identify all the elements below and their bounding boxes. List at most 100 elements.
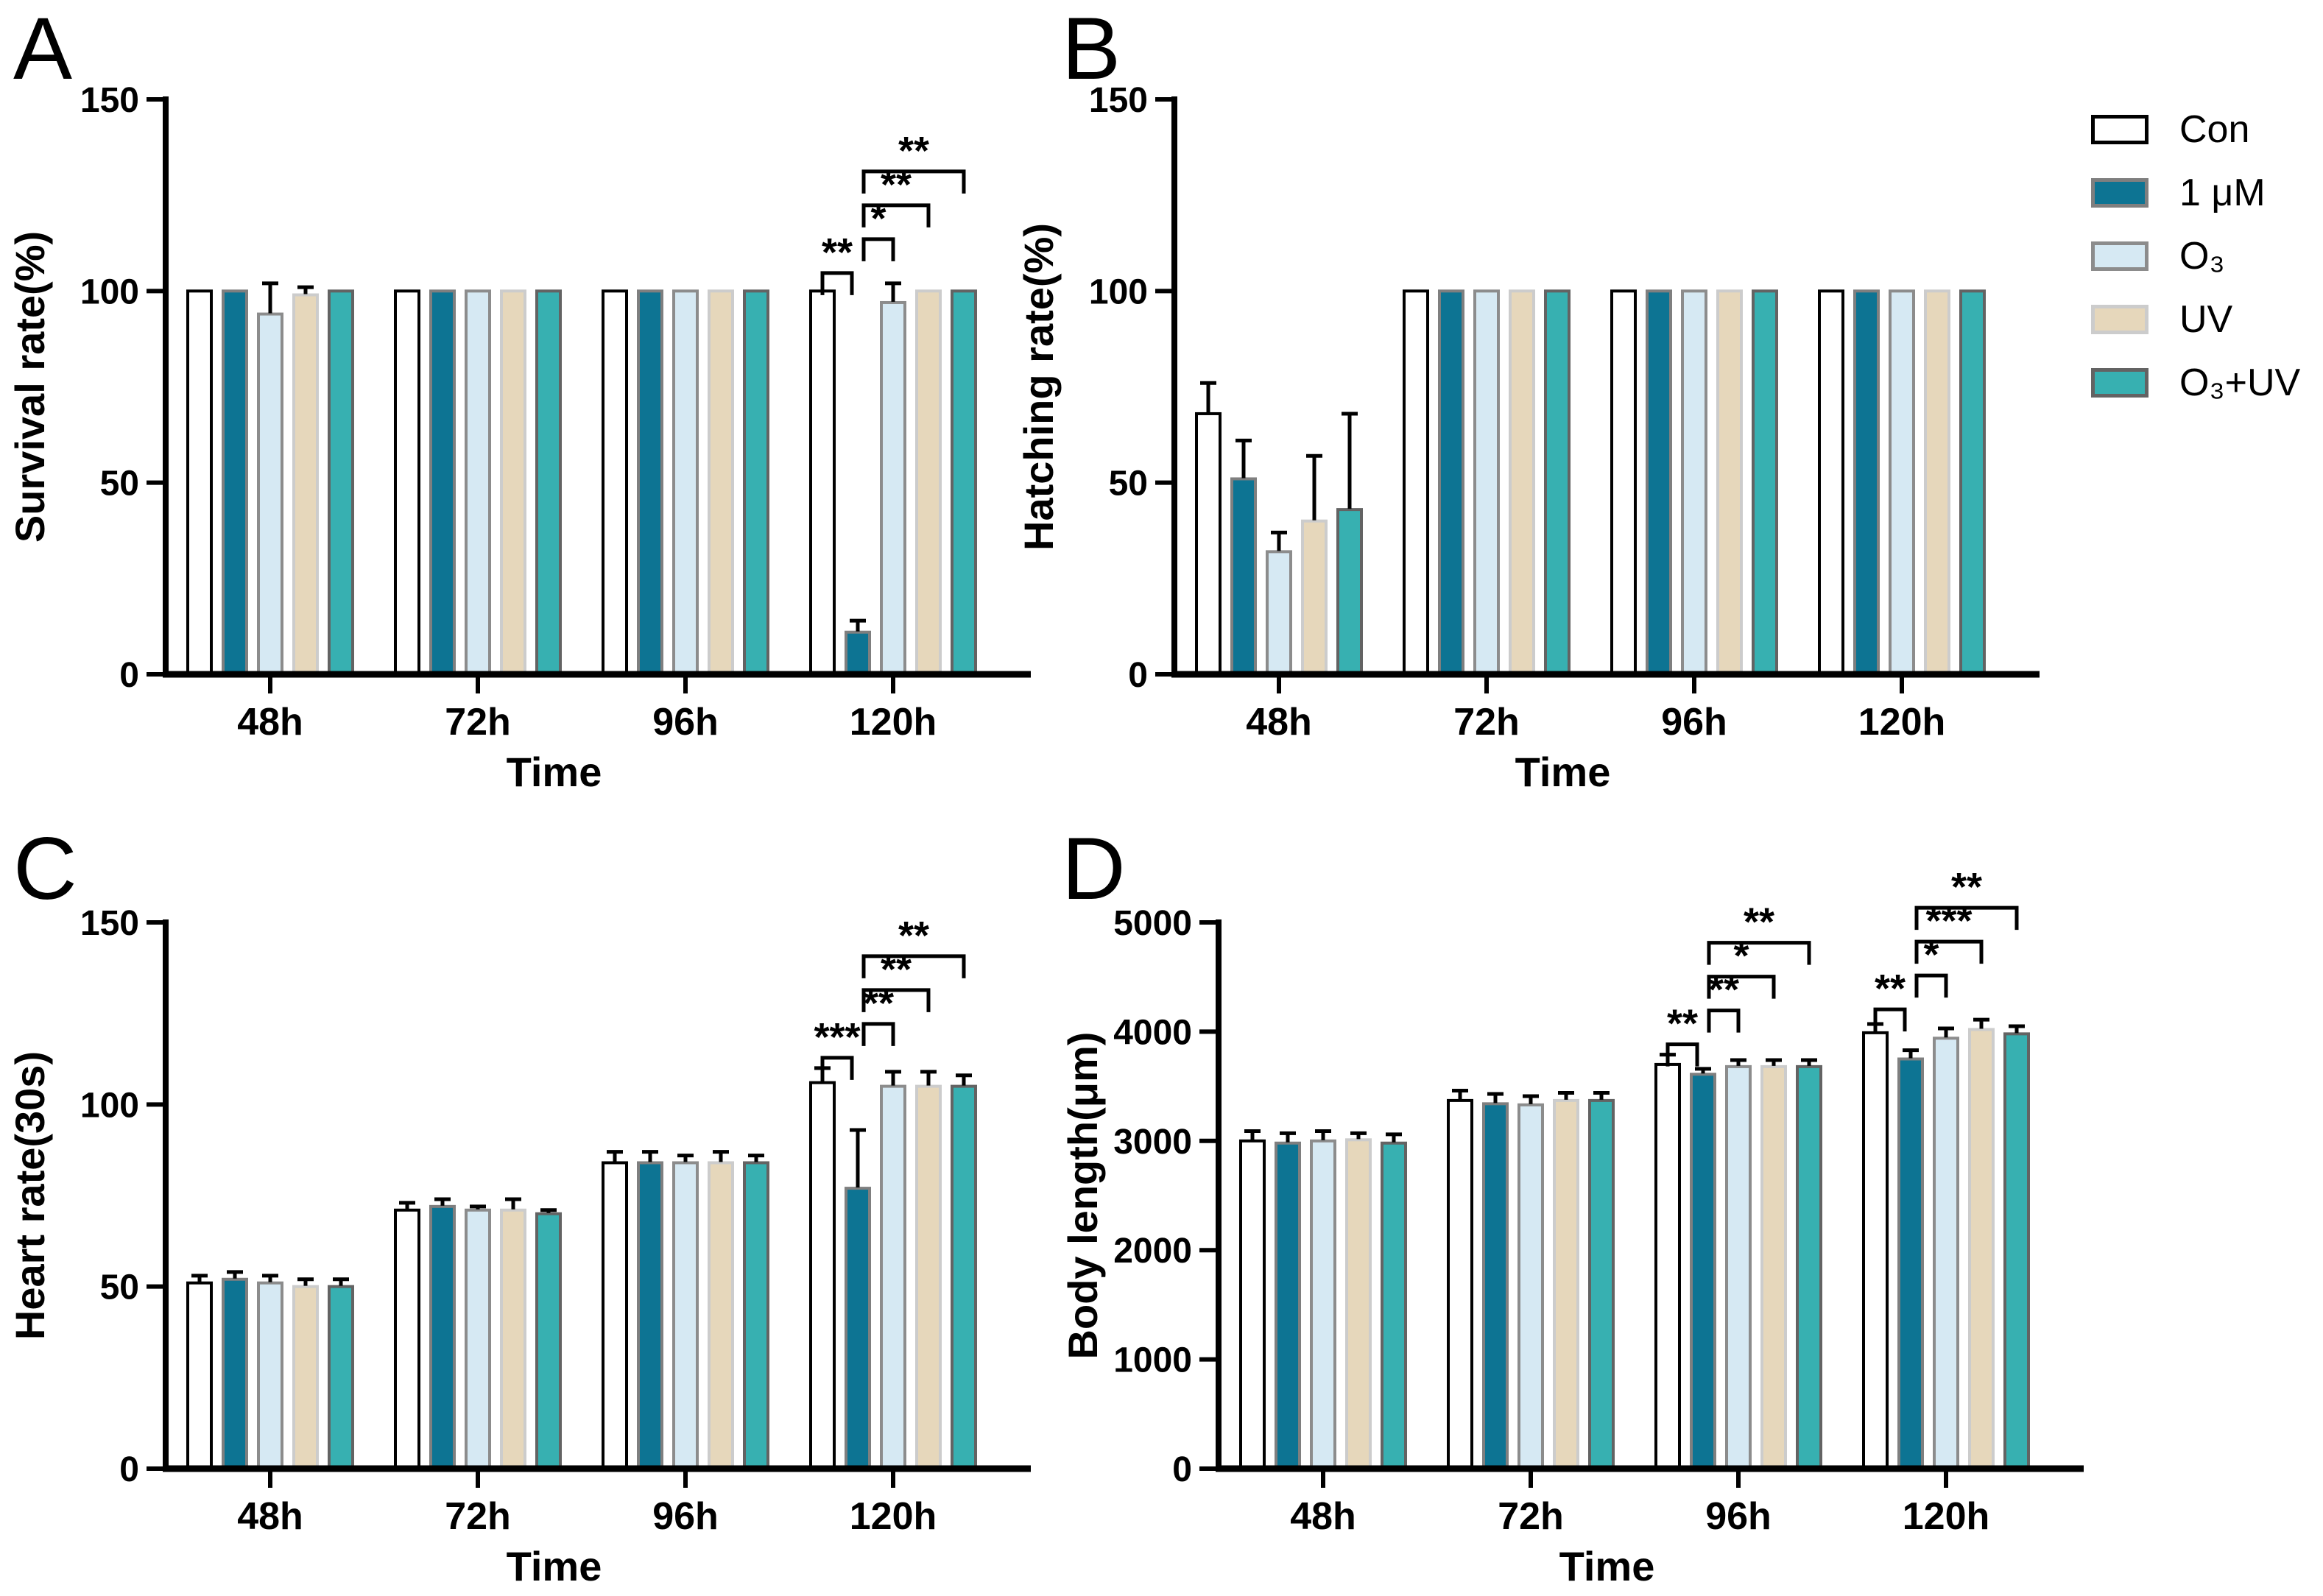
y-tick-label: 100 bbox=[80, 1086, 139, 1125]
sig-bracket bbox=[1914, 973, 1948, 998]
bar-o3-48h bbox=[257, 312, 283, 677]
bar-o3uv-96h bbox=[1752, 289, 1778, 678]
sig-bracket bbox=[1914, 939, 1984, 964]
bar-uv-48h bbox=[1301, 519, 1328, 677]
sig-label: * bbox=[1923, 933, 1939, 977]
hatching-rate-chart: 0 50 100 150 48h 72h 96h 120h Hatching rate(%) Ti… bbox=[1015, 81, 2040, 795]
sig-bracket bbox=[861, 1022, 895, 1046]
x-tick-label: 96h bbox=[1661, 701, 1727, 744]
bar-con-120h bbox=[1818, 289, 1844, 678]
bar-uv-72h bbox=[500, 289, 526, 678]
panel-D: D ** ** * ** ** * *** ** 0 1000 2000 3000 4000 5000 48… bbox=[1009, 798, 2157, 1596]
bar-uv-48h bbox=[1345, 1138, 1372, 1472]
bar-con-96h bbox=[602, 289, 628, 678]
bar-con-120h bbox=[1862, 1031, 1889, 1472]
bar-um1-96h bbox=[637, 289, 663, 678]
sig-bracket bbox=[861, 988, 931, 1012]
x-tick-label: 96h bbox=[652, 1495, 719, 1538]
bar-con-96h bbox=[602, 1161, 628, 1472]
bar-o3-48h bbox=[1266, 550, 1292, 677]
legend-item-o3uv: O₃+UV bbox=[2091, 361, 2312, 404]
bar-o3uv-48h bbox=[1336, 508, 1363, 678]
x-tick-label: 48h bbox=[237, 1495, 303, 1538]
y-tick-label: 0 bbox=[119, 656, 139, 695]
bar-o3uv-120h bbox=[951, 1084, 977, 1472]
x-tick-label: 72h bbox=[1498, 1495, 1564, 1538]
bar-o3-72h bbox=[1473, 289, 1500, 678]
bar-um1-48h bbox=[1230, 477, 1257, 678]
sig-bracket bbox=[1707, 975, 1776, 999]
sig-label: ** bbox=[1875, 967, 1906, 1011]
x-tick-label: 48h bbox=[1246, 701, 1312, 744]
legend-label-uv: UV bbox=[2179, 298, 2233, 341]
y-axis-title: Body length(μm) bbox=[1060, 1032, 1106, 1360]
sig-label: * bbox=[1733, 934, 1749, 978]
legend-label-o3uv: O₃+UV bbox=[2179, 361, 2301, 404]
bar-uv-48h bbox=[292, 293, 319, 678]
sig-bracket bbox=[861, 203, 931, 227]
legend-label-con: Con bbox=[2179, 108, 2250, 151]
sig-bracket bbox=[861, 954, 966, 978]
bar-o3uv-48h bbox=[328, 289, 354, 678]
bar-um1-120h bbox=[1897, 1057, 1924, 1472]
panel-letter-A: A bbox=[13, 0, 73, 98]
bar-um1-96h bbox=[637, 1161, 663, 1472]
x-tick-label: 72h bbox=[445, 1495, 511, 1538]
sig-bracket bbox=[1914, 905, 2019, 931]
x-tick-label: 120h bbox=[1903, 1495, 1990, 1538]
y-tick-label: 5000 bbox=[1113, 904, 1192, 943]
sig-label: ** bbox=[898, 129, 929, 173]
bar-uv-72h bbox=[500, 1208, 526, 1472]
legend-swatch-uv bbox=[2091, 305, 2148, 334]
bar-um1-72h bbox=[429, 1204, 456, 1472]
bar-con-96h bbox=[1654, 1062, 1681, 1472]
sig-label: ** bbox=[898, 914, 929, 958]
bar-o3uv-96h bbox=[743, 289, 769, 678]
legend-label-um1: 1 μM bbox=[2179, 172, 2266, 214]
bar-o3-96h bbox=[1681, 289, 1707, 678]
bar-o3uv-72h bbox=[1588, 1098, 1615, 1472]
x-axis-title: Time bbox=[1559, 1543, 1655, 1589]
sig-label: ** bbox=[1744, 900, 1774, 944]
bar-um1-120h bbox=[1853, 289, 1880, 678]
bar-o3-120h bbox=[1933, 1037, 1959, 1472]
sig-label: ** bbox=[1951, 865, 1982, 909]
y-tick-label: 2000 bbox=[1113, 1232, 1192, 1271]
panel-C: C *** ** ** ** 0 50 100 150 48h 72h 96h 120h Heart r… bbox=[0, 798, 1149, 1596]
x-tick-label: 72h bbox=[1453, 701, 1520, 744]
bar-o3-48h bbox=[1310, 1139, 1336, 1472]
legend-item-con: Con bbox=[2091, 108, 2312, 151]
bar-con-72h bbox=[394, 1208, 420, 1472]
x-tick-label: 120h bbox=[850, 701, 937, 744]
bar-o3uv-72h bbox=[1544, 289, 1571, 678]
bar-uv-120h bbox=[1924, 289, 1950, 678]
bar-o3uv-48h bbox=[1381, 1141, 1407, 1472]
x-axis-title: Time bbox=[507, 1543, 602, 1589]
y-tick-label: 50 bbox=[100, 1268, 139, 1307]
x-axis-title: Time bbox=[1515, 749, 1611, 795]
y-tick-label: 150 bbox=[80, 81, 139, 120]
x-axis-title: Time bbox=[507, 749, 602, 795]
bar-con-96h bbox=[1610, 289, 1637, 678]
sig-label: ** bbox=[1667, 1002, 1698, 1046]
x-tick-label: 72h bbox=[445, 701, 511, 744]
bar-um1-120h bbox=[845, 630, 871, 678]
bar-o3-72h bbox=[465, 1208, 491, 1472]
y-tick-label: 3000 bbox=[1113, 1123, 1192, 1162]
legend: Con 1 μM O₃ UV O₃+UV bbox=[2091, 108, 2312, 431]
bar-um1-120h bbox=[845, 1187, 871, 1472]
bar-o3-120h bbox=[880, 1084, 906, 1472]
legend-swatch-um1 bbox=[2091, 178, 2148, 208]
panel-letter-D: D bbox=[1062, 819, 1126, 918]
y-tick-label: 50 bbox=[1109, 465, 1148, 504]
sig-bracket bbox=[1873, 1007, 1907, 1032]
bar-o3-120h bbox=[880, 300, 906, 677]
bar-o3-96h bbox=[672, 289, 699, 678]
bar-uv-48h bbox=[292, 1285, 319, 1472]
bar-um1-48h bbox=[1275, 1141, 1301, 1472]
bar-o3-72h bbox=[1517, 1103, 1544, 1472]
sig-label: *** bbox=[814, 1015, 860, 1059]
sig-label: ** bbox=[822, 230, 853, 275]
